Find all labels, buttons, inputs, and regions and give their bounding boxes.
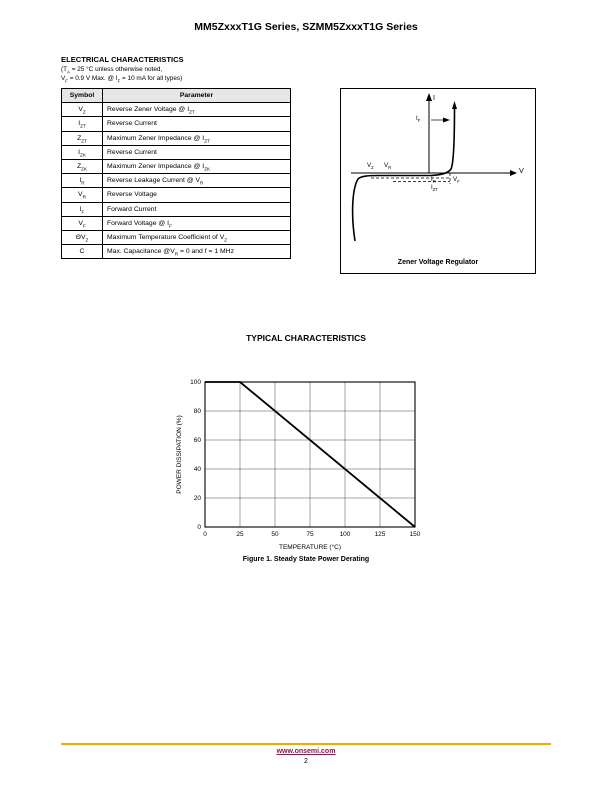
parameter-cell: Maximum Temperature Coefficient of VZ <box>102 229 291 246</box>
symbol-cell: ZZK <box>61 158 103 175</box>
current-axis-arrow <box>426 93 432 101</box>
typical-characteristics-heading: TYPICAL CHARACTERISTICS <box>246 333 366 343</box>
svg-text:100: 100 <box>190 379 201 386</box>
vr-label: VR <box>384 162 392 171</box>
table-row: IZT Reverse Current <box>61 116 291 132</box>
svg-text:150: 150 <box>410 531 421 538</box>
table-row: IF Forward Current <box>61 201 291 217</box>
vz-label: VZ <box>367 162 374 171</box>
table-row: VF Forward Voltage @ IF <box>61 215 291 231</box>
table-row: IR Reverse Leakage Current @ VR <box>61 173 291 189</box>
parameter-cell: Max. Capacitance @VR = 0 and f = 1 MHz <box>102 244 291 260</box>
onsemi-link[interactable]: www.onsemi.com <box>276 748 336 755</box>
parameter-cell: Reverse Current <box>102 144 291 160</box>
table-row: ZZT Maximum Zener Impedance @ IZT <box>61 130 291 146</box>
symbol-cell: VF <box>61 215 103 231</box>
parameter-cell: Maximum Zener Impedance @ IZT <box>102 130 291 146</box>
svg-text:0: 0 <box>203 531 207 538</box>
vf-label: VF <box>453 176 460 185</box>
plot-frame <box>204 381 416 528</box>
zener-iv-curve-drawing <box>351 93 517 242</box>
parameter-cell: Reverse Zener Voltage @ IZT <box>102 102 291 118</box>
table-row: ΘVZ Maximum Temperature Coefficient of VZ <box>61 229 291 246</box>
parameter-cell: Reverse Current <box>102 116 291 132</box>
footer-link-row: www.onsemi.com <box>0 748 612 755</box>
symbol-cell: ZZT <box>61 130 103 146</box>
svg-text:0: 0 <box>197 524 201 531</box>
page-title: MM5ZxxxT1G Series, SZMM5ZxxxT1G Series <box>194 21 418 33</box>
table-row: IZK Reverse Current <box>61 144 291 160</box>
electrical-table-body: VZ Reverse Zener Voltage @ IZT IZT Reverse … <box>61 102 291 260</box>
table-row: ZZK Maximum Zener Impedance @ IZK <box>61 158 291 175</box>
conditions-note-line1: (TA = 25 °C unless otherwise noted, <box>61 66 163 75</box>
electrical-characteristics-table: Symbol Parameter VZ Reverse Zener Voltage… <box>61 87 291 260</box>
symbol-cell: IZK <box>61 144 103 160</box>
if-pointer-arrow <box>443 117 450 123</box>
voltage-axis-label: V <box>519 166 524 175</box>
parameter-cell: Reverse Voltage <box>102 187 291 203</box>
izt-label: IZT <box>431 184 438 193</box>
svg-text:125: 125 <box>375 531 386 538</box>
table-header: Symbol Parameter <box>61 87 291 104</box>
svg-text:50: 50 <box>271 531 279 538</box>
forward-curve-arrow <box>452 101 457 109</box>
if-label: IF <box>416 115 421 124</box>
footer-rule <box>61 743 551 745</box>
zener-regulator-figure: I V IF VZ VR IR IZT VF Zener Voltage Reg… <box>340 88 536 274</box>
zener-characteristic-curve <box>351 106 456 242</box>
svg-text:25: 25 <box>236 531 244 538</box>
symbol-cell: VR <box>61 187 103 203</box>
symbol-cell: IF <box>61 201 103 217</box>
voltage-axis-arrow <box>510 170 517 176</box>
svg-text:40: 40 <box>194 466 202 473</box>
symbol-cell: ΘVZ <box>61 229 103 246</box>
svg-text:20: 20 <box>194 495 202 502</box>
svg-text:100: 100 <box>340 531 351 538</box>
symbol-cell: C <box>61 244 103 260</box>
parameter-cell: Reverse Leakage Current @ VR <box>102 173 291 189</box>
table-row: VZ Reverse Zener Voltage @ IZT <box>61 102 291 118</box>
svg-text:60: 60 <box>194 437 202 444</box>
gridlines <box>204 381 416 528</box>
table-row: VR Reverse Voltage <box>61 187 291 203</box>
table-row: C Max. Capacitance @VR = 0 and f = 1 MHz <box>61 244 291 260</box>
x-tick-labels: 0 25 50 75 100 125 150 <box>203 531 421 538</box>
ir-label: IR <box>431 176 436 185</box>
symbol-cell: IZT <box>61 116 103 132</box>
parameter-cell: Forward Current <box>102 201 291 217</box>
electrical-characteristics-heading: ELECTRICAL CHARACTERISTICS <box>61 55 184 64</box>
symbol-cell: IR <box>61 173 103 189</box>
symbol-column-header: Symbol <box>61 87 103 104</box>
derating-chart-svg: 0 25 50 75 100 125 150 0 20 40 60 80 100 TEMPERATURE … <box>176 379 421 551</box>
symbol-cell: VZ <box>61 102 103 118</box>
y-axis-label: POWER DISSIPATION (%) <box>176 415 183 494</box>
svg-text:80: 80 <box>194 408 202 415</box>
parameter-cell: Forward Voltage @ IF <box>102 215 291 231</box>
power-derating-chart: 0 25 50 75 100 125 150 0 20 40 60 80 100 TEMPERATURE … <box>165 372 427 555</box>
conditions-note-line2: VF = 0.9 V Max. @ IF = 10 mA for all typ… <box>61 75 183 84</box>
derating-series <box>205 381 416 528</box>
x-axis-label: TEMPERATURE (°C) <box>279 543 341 551</box>
page-number: 2 <box>304 758 308 765</box>
zener-regulator-caption: Zener Voltage Regulator <box>397 259 479 266</box>
parameter-column-header: Parameter <box>102 87 291 104</box>
svg-text:75: 75 <box>306 531 314 538</box>
parameter-cell: Maximum Zener Impedance @ IZK <box>102 158 291 175</box>
y-tick-labels: 0 20 40 60 80 100 <box>190 379 201 531</box>
figure-1-caption: Figure 1. Steady State Power Derating <box>242 556 370 563</box>
current-axis-label: I <box>433 93 435 102</box>
